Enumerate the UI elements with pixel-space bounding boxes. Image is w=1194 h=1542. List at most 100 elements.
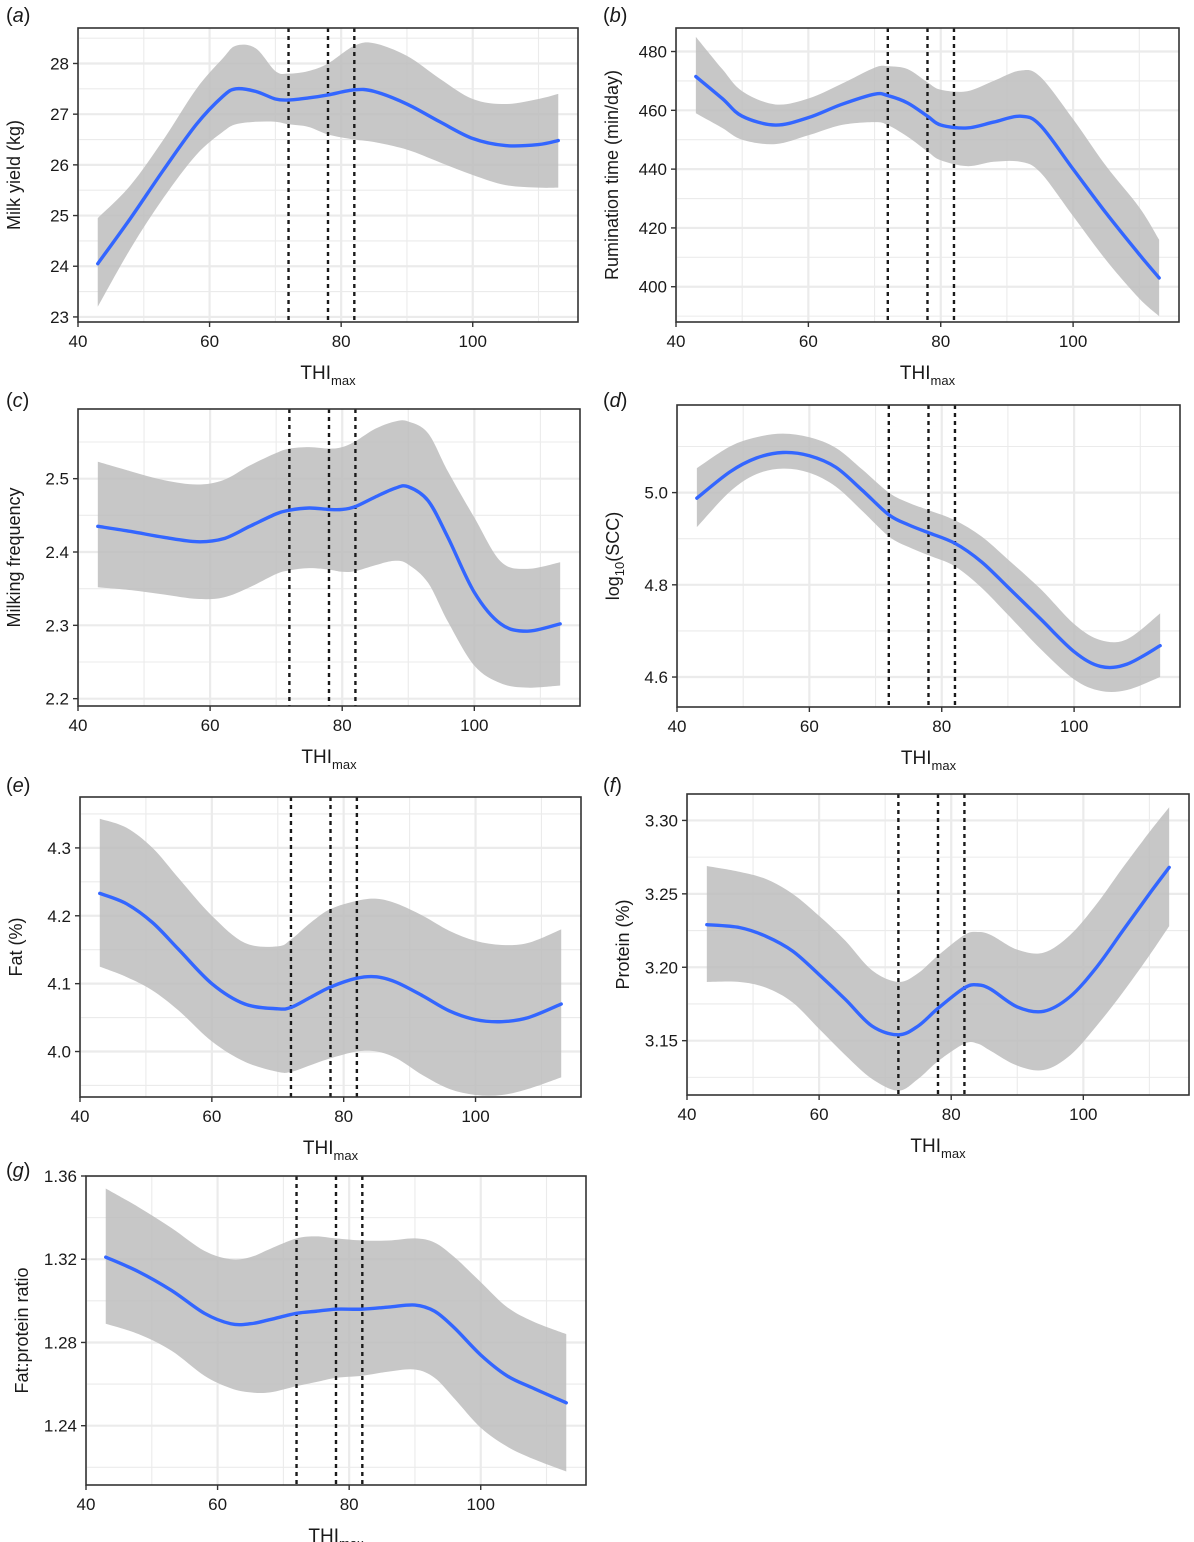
confidence-band: [696, 433, 1161, 692]
y-axis-title: Rumination time (min/day): [602, 70, 622, 280]
y-tick-label: 1.36: [44, 1167, 77, 1186]
x-tick-label: 80: [334, 1107, 353, 1126]
x-tick-label: 60: [208, 1495, 227, 1514]
x-tick-label: 80: [332, 332, 351, 351]
panel-label: (d): [603, 390, 627, 412]
x-tick-label: 40: [71, 1107, 90, 1126]
panel-border: [675, 27, 1180, 323]
chart-svg: 40 60 80 100 23 24 25 26 27 28 THImax Milk yield (k…: [4, 5, 579, 388]
plot-layer: [98, 797, 563, 1097]
y-axis-title: Protein (%): [613, 899, 633, 989]
panel-border: [676, 404, 1181, 708]
x-tick-label: 40: [69, 716, 88, 735]
y-tick-label: 460: [639, 101, 667, 120]
x-tick-label: 40: [77, 1495, 96, 1514]
x-axis-title-subscript: max: [941, 1146, 966, 1161]
fitted-line: [694, 74, 1161, 280]
panel-label: (c): [6, 390, 29, 412]
x-tick-label: 60: [202, 1107, 221, 1126]
x-tick-label: 100: [467, 1495, 495, 1514]
x-tick-label: 100: [1069, 1105, 1097, 1124]
chart-svg: 40 60 80 100 1.24 1.28 1.32 1.36 THImax Fat:prote…: [6, 1160, 587, 1542]
panel-label: (g): [6, 1160, 30, 1182]
y-tick-label: 23: [50, 308, 69, 327]
x-tick-label: 100: [1060, 717, 1088, 736]
x-tick-label: 40: [69, 332, 88, 351]
x-tick-label: 60: [800, 717, 819, 736]
x-tick-label: 100: [459, 332, 487, 351]
confidence-band: [695, 36, 1160, 317]
y-tick-label: 2.5: [45, 470, 69, 489]
x-tick-label: 40: [678, 1105, 697, 1124]
x-tick-label: 60: [810, 1105, 829, 1124]
y-tick-label: 2.2: [45, 690, 69, 709]
plot-layer: [694, 28, 1161, 322]
x-tick-label: 60: [200, 332, 219, 351]
x-tick-label: 80: [931, 332, 950, 351]
chart-svg: 40 60 80 100 4.0 4.1 4.2 4.3 THImax Fat (%) (e): [6, 775, 582, 1163]
panel-border: [85, 1175, 587, 1486]
y-axis-title: Milk yield (kg): [4, 120, 24, 230]
y-tick-label: 28: [50, 54, 69, 73]
x-tick-label: 60: [201, 716, 220, 735]
y-tick-label: 27: [50, 105, 69, 124]
y-tick-label: 3.25: [645, 885, 678, 904]
x-axis-title: THImax: [308, 1526, 364, 1542]
x-tick-label: 100: [460, 716, 488, 735]
y-tick-label: 440: [639, 160, 667, 179]
y-tick-label: 4.2: [47, 907, 71, 926]
fitted-line: [104, 1255, 568, 1405]
confidence-band: [706, 807, 1170, 1091]
panel-border: [77, 408, 581, 707]
x-tick-label: 80: [932, 717, 951, 736]
y-tick-label: 2.3: [45, 616, 69, 635]
panel-a: 40 60 80 100 23 24 25 26 27 28 THImax Milk yield (k…: [0, 0, 597, 388]
x-axis-title-subscript: max: [332, 757, 357, 772]
y-tick-label: 4.6: [644, 668, 668, 687]
x-axis-title-subscript: max: [334, 1148, 359, 1163]
panel-d: 40 60 80 100 4.6 4.8 5.0 THImax log10(SCC) (d): [597, 385, 1194, 773]
x-axis-title: THImax: [901, 748, 957, 773]
plot-layer: [695, 405, 1162, 707]
x-axis-title: THImax: [301, 747, 357, 772]
x-tick-label: 100: [461, 1107, 489, 1126]
y-tick-label: 1.24: [44, 1417, 77, 1436]
panel-e: 40 60 80 100 4.0 4.1 4.2 4.3 THImax Fat (%) (e): [0, 770, 597, 1163]
fitted-line: [96, 484, 562, 633]
panel-g: 40 60 80 100 1.24 1.28 1.32 1.36 THImax Fat:prote…: [0, 1155, 597, 1542]
x-axis-title-subscript: max: [931, 373, 956, 388]
x-tick-label: 80: [333, 716, 352, 735]
chart-svg: 40 60 80 100 4.6 4.8 5.0 THImax log10(SCC) (d): [603, 390, 1181, 773]
y-tick-label: 2.4: [45, 543, 69, 562]
panel-label: (b): [603, 5, 627, 27]
y-axis-title: log10(SCC): [603, 512, 627, 601]
fitted-line: [96, 86, 560, 266]
panel-border: [686, 793, 1190, 1096]
y-tick-label: 400: [639, 278, 667, 297]
y-tick-label: 3.30: [645, 811, 678, 830]
x-tick-label: 80: [340, 1495, 359, 1514]
panel-c: 40 60 80 100 2.2 2.3 2.4 2.5 THImax Milking frequ…: [0, 385, 597, 772]
plot-layer: [96, 409, 562, 706]
panel-label: (a): [6, 5, 30, 27]
y-tick-label: 4.1: [47, 975, 71, 994]
x-tick-label: 40: [668, 717, 687, 736]
y-tick-label: 480: [639, 43, 667, 62]
x-axis-title: THImax: [300, 363, 356, 388]
panel-border: [79, 796, 582, 1098]
y-axis-title-subscript: 10: [612, 562, 627, 576]
y-tick-label: 4.0: [47, 1043, 71, 1062]
panel-border: [77, 27, 579, 323]
x-tick-label: 40: [667, 332, 686, 351]
y-tick-label: 5.0: [644, 484, 668, 503]
fitted-line: [705, 865, 1171, 1037]
panel-label: (e): [6, 775, 30, 797]
chart-svg: 40 60 80 100 2.2 2.3 2.4 2.5 THImax Milking frequ…: [4, 390, 581, 772]
y-axis-title: Milking frequency: [4, 487, 24, 627]
y-tick-label: 1.32: [44, 1250, 77, 1269]
y-tick-label: 420: [639, 219, 667, 238]
x-tick-label: 60: [799, 332, 818, 351]
x-axis-title: THImax: [900, 363, 956, 388]
plot-layer: [705, 794, 1171, 1095]
y-tick-label: 4.8: [644, 576, 668, 595]
